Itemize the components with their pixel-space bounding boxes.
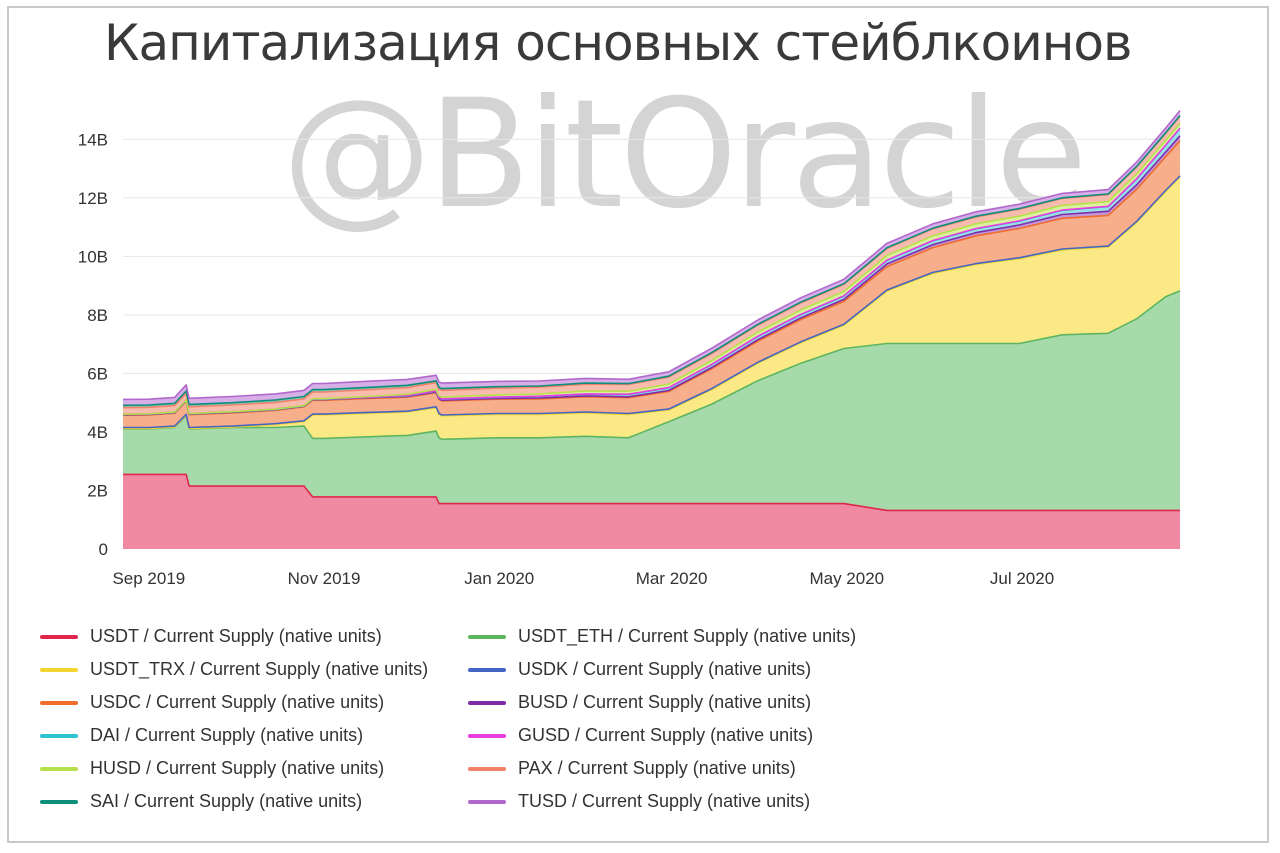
legend-item[interactable]: PAX / Current Supply (native units) xyxy=(468,758,796,779)
legend-swatch xyxy=(468,799,506,804)
legend-item[interactable]: DAI / Current Supply (native units) xyxy=(40,725,363,746)
legend-swatch xyxy=(468,667,506,672)
legend-item[interactable]: USDC / Current Supply (native units) xyxy=(40,692,384,713)
legend-item[interactable]: SAI / Current Supply (native units) xyxy=(40,791,362,812)
legend-swatch xyxy=(40,700,78,705)
legend-swatch xyxy=(468,700,506,705)
series-line-2 xyxy=(123,176,1181,430)
legend-label: GUSD / Current Supply (native units) xyxy=(518,725,814,745)
legend-label: USDC / Current Supply (native units) xyxy=(90,692,385,712)
legend-label: SAI / Current Supply (native units) xyxy=(90,791,363,811)
legend-label: BUSD / Current Supply (native units) xyxy=(518,692,812,712)
y-tick-label: 12B xyxy=(78,189,108,208)
legend-swatch xyxy=(468,634,506,639)
area-series-1 xyxy=(123,290,1180,511)
y-axis-ticks: 0 2B 4B 6B 8B 10B 12B 14B xyxy=(78,130,108,559)
chart-title: Капитализация основных стейблкоинов xyxy=(104,14,1132,72)
legend-label: USDT_TRX / Current Supply (native units) xyxy=(90,659,429,679)
legend-label: USDT_ETH / Current Supply (native units) xyxy=(518,626,857,646)
legend-item[interactable]: GUSD / Current Supply (native units) xyxy=(468,725,813,746)
x-axis-ticks: Sep 2019 Nov 2019 Jan 2020 Mar 2020 May 2020… xyxy=(112,569,1054,588)
y-tick-label: 2B xyxy=(87,481,108,500)
y-tick-label: 14B xyxy=(78,130,108,149)
legend-item[interactable]: HUSD / Current Supply (native units) xyxy=(40,758,384,779)
series-line-3 xyxy=(123,175,1181,429)
y-tick-label: 0 xyxy=(99,540,108,559)
legend-item[interactable]: TUSD / Current Supply (native units) xyxy=(468,791,810,812)
legend-swatch xyxy=(40,634,78,639)
y-tick-label: 10B xyxy=(78,247,108,266)
y-tick-label: 4B xyxy=(87,423,108,442)
legend-item[interactable]: BUSD / Current Supply (native units) xyxy=(468,692,811,713)
area-series-0 xyxy=(123,474,1180,549)
legend-swatch xyxy=(40,667,78,672)
x-tick-label: May 2020 xyxy=(809,569,884,588)
legend-swatch xyxy=(468,766,506,771)
x-tick-label: Mar 2020 xyxy=(636,569,708,588)
legend-item[interactable]: USDK / Current Supply (native units) xyxy=(468,659,811,680)
series-lines xyxy=(122,110,1181,512)
legend-swatch xyxy=(468,733,506,738)
series-line-1 xyxy=(123,290,1181,441)
x-tick-label: Nov 2019 xyxy=(288,569,361,588)
x-tick-label: Sep 2019 xyxy=(112,569,185,588)
series-line-8 xyxy=(122,122,1181,415)
x-tick-label: Jan 2020 xyxy=(464,569,534,588)
area-series-2 xyxy=(123,176,1180,440)
legend-item[interactable]: USDT / Current Supply (native units) xyxy=(40,626,382,647)
series-line-11 xyxy=(122,110,1181,401)
legend-label: DAI / Current Supply (native units) xyxy=(90,725,364,745)
series-line-0 xyxy=(123,473,1180,512)
x-tick-label: Jul 2020 xyxy=(990,569,1054,588)
legend-label: TUSD / Current Supply (native units) xyxy=(518,791,811,811)
legend-label: PAX / Current Supply (native units) xyxy=(518,758,796,778)
legend-item[interactable]: USDT_ETH / Current Supply (native units) xyxy=(468,626,856,647)
area-series xyxy=(123,110,1180,549)
legend-item[interactable]: USDT_TRX / Current Supply (native units) xyxy=(40,659,428,680)
y-tick-label: 6B xyxy=(87,364,108,383)
series-line-10 xyxy=(122,115,1181,407)
legend-swatch xyxy=(40,766,78,771)
legend-label: USDT / Current Supply (native units) xyxy=(90,626,382,646)
legend-swatch xyxy=(40,799,78,804)
legend-swatch xyxy=(40,733,78,738)
legend-label: HUSD / Current Supply (native units) xyxy=(90,758,385,778)
y-tick-label: 8B xyxy=(87,306,108,325)
legend-label: USDK / Current Supply (native units) xyxy=(518,659,812,679)
